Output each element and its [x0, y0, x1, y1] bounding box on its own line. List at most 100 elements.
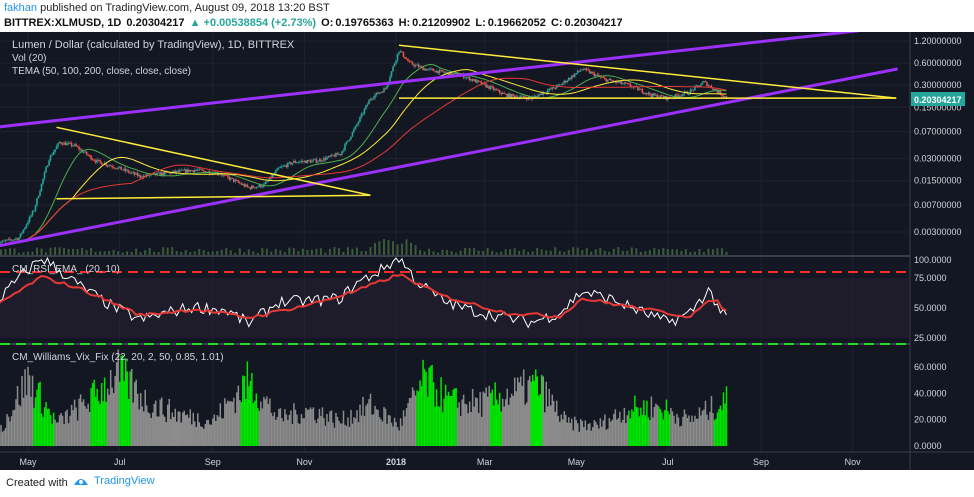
vix-bar: [315, 423, 318, 446]
vix-bar: [279, 408, 282, 446]
vix-bar: [282, 421, 285, 446]
candle-body: [576, 70, 579, 74]
vix-bar: [691, 415, 693, 446]
vix-bar: [357, 422, 360, 446]
vix-bar: [521, 385, 523, 446]
vix-bar: [634, 395, 636, 446]
vix-bar: [219, 403, 222, 446]
candle-body: [85, 151, 88, 155]
candle-body: [46, 165, 49, 168]
vix-bar: [233, 397, 235, 446]
vix-bar: [246, 361, 249, 446]
vix-bar: [589, 423, 591, 446]
vix-bar: [130, 368, 133, 446]
vix-bar: [718, 409, 720, 446]
vix-bar: [45, 402, 47, 446]
vix-bar: [372, 414, 375, 446]
vix-bar: [692, 421, 695, 446]
candle-body: [132, 172, 134, 174]
candle-body: [417, 64, 420, 68]
candle-body: [557, 84, 560, 86]
candle-body: [52, 152, 55, 155]
candle-body: [133, 172, 136, 175]
vix-bar: [571, 418, 573, 446]
candle-body: [695, 85, 698, 87]
vix-bar: [652, 417, 654, 446]
candle-body: [281, 166, 283, 168]
candle-body: [37, 196, 40, 199]
vix-bar: [272, 416, 274, 446]
time-tick-label: May: [19, 457, 37, 467]
candle-body: [338, 153, 340, 155]
vix-bar: [416, 390, 418, 446]
vix-bar: [61, 415, 64, 446]
tradingview-brand[interactable]: TradingView: [72, 475, 155, 487]
vix-bar: [12, 410, 14, 446]
candle-body: [549, 88, 552, 90]
volume-bar: [211, 251, 214, 255]
candle-body: [105, 163, 107, 166]
candle-body: [709, 85, 711, 87]
trendline-drawings[interactable]: [0, 24, 898, 250]
candle-body: [542, 92, 544, 95]
volume-bar: [549, 250, 552, 255]
volume-bar: [585, 248, 588, 255]
volume-bar: [72, 248, 75, 255]
vix-bar: [516, 377, 519, 446]
volume-bar: [531, 251, 534, 255]
vix-bar: [147, 412, 149, 446]
candle-body: [144, 175, 146, 177]
vix-bar: [133, 382, 136, 446]
vix-bar: [716, 412, 719, 446]
volume-bar: [468, 248, 471, 255]
main-title: Lumen / Dollar (calculated by TradingVie…: [12, 39, 295, 51]
volume-bar: [594, 249, 597, 255]
candle-body: [640, 89, 642, 90]
vix-bar: [145, 405, 148, 446]
volume-bar: [405, 239, 408, 255]
vix-bar: [224, 398, 226, 446]
candle-body: [450, 71, 453, 75]
vix-bar: [76, 420, 79, 446]
vix-bar: [151, 412, 154, 446]
vix-bar: [638, 416, 641, 446]
volume-bar: [657, 249, 660, 255]
volume-bar: [662, 247, 665, 255]
candle-body: [290, 162, 292, 165]
vix-bar: [713, 419, 716, 446]
candle-body: [99, 160, 101, 162]
candle-body: [124, 168, 127, 172]
vix-bar: [572, 430, 575, 446]
volume-bar: [509, 249, 512, 255]
vix-bar: [677, 417, 680, 446]
candle-body: [130, 172, 133, 174]
chart-area[interactable]: 1.20000000 0.60000000 0.30000000 0.15000000…: [0, 24, 974, 470]
chart-svg[interactable]: 1.20000000 0.60000000 0.30000000 0.15000000…: [0, 24, 974, 470]
candle-body: [258, 184, 261, 187]
candle-body: [96, 159, 98, 163]
vix-bar: [483, 393, 486, 446]
vix-bar: [209, 424, 211, 446]
vix-bar: [407, 403, 409, 446]
vix-bar: [248, 386, 250, 446]
volume-bar: [31, 251, 34, 255]
vix-bar: [189, 409, 192, 446]
candle-body: [510, 94, 513, 98]
volume-bar: [162, 247, 165, 255]
candle-body: [63, 142, 65, 145]
vix-bar: [455, 388, 457, 446]
candle-body: [674, 94, 677, 98]
candle-body: [181, 169, 184, 171]
candle-body: [500, 92, 502, 95]
candle-body: [204, 170, 207, 173]
candle-body: [491, 86, 493, 88]
vix-bar: [240, 402, 243, 446]
candle-body: [437, 70, 439, 74]
candle-body: [566, 80, 569, 83]
volume-bar: [621, 250, 624, 255]
candle-body: [718, 90, 720, 93]
vix-bar: [694, 415, 696, 446]
candle-body: [115, 168, 118, 170]
vix-bar: [299, 423, 301, 446]
author-link[interactable]: fakhan: [4, 2, 38, 14]
